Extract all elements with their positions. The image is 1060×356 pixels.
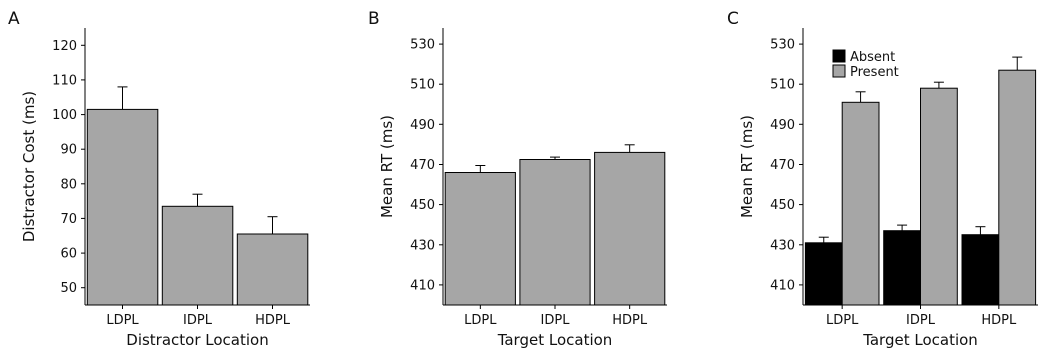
x-tick-label: LDPL	[106, 313, 139, 328]
y-tick-label: 450	[410, 198, 435, 213]
y-axis-title: Distractor Cost (ms)	[20, 91, 38, 242]
x-tick-label: LDPL	[464, 313, 497, 328]
x-tick-label: IDPL	[906, 313, 936, 328]
y-tick-label: 90	[60, 143, 77, 158]
y-tick-label: 110	[52, 73, 77, 88]
bar	[444, 172, 516, 306]
x-tick-label: HDPL	[981, 313, 1017, 328]
x-tick-label: IDPL	[183, 313, 213, 328]
y-tick-label: 510	[770, 78, 795, 93]
x-axis-title: Target Location	[497, 331, 613, 349]
legend-label: Absent	[850, 50, 895, 65]
legend-label: Present	[850, 65, 899, 80]
y-tick-label: 530	[410, 38, 435, 53]
panel-letter: B	[368, 9, 380, 29]
panel-a: A 50 60 70 80 90 100 110 120 LDPL IDPL HDPL Distract…	[8, 9, 310, 349]
legend-swatch	[832, 49, 846, 63]
x-tick-label: HDPL	[255, 313, 291, 328]
bar	[883, 230, 922, 306]
bar	[86, 108, 159, 306]
y-tick-label: 50	[60, 281, 77, 296]
x-axis-title: Distractor Location	[126, 331, 268, 349]
y-tick-label: 80	[60, 177, 77, 192]
y-tick-label: 490	[410, 118, 435, 133]
y-axis-title: Mean RT (ms)	[738, 115, 756, 218]
y-axis-title: Mean RT (ms)	[378, 115, 396, 218]
x-tick-label: LDPL	[826, 313, 859, 328]
bar	[961, 234, 1000, 306]
x-tick-label: HDPL	[612, 313, 648, 328]
x-tick-label: IDPL	[541, 313, 571, 328]
bar	[236, 233, 309, 306]
bar	[841, 101, 880, 306]
bar	[161, 205, 234, 306]
panel-letter: C	[727, 9, 739, 29]
y-tick-label: 470	[770, 158, 795, 173]
y-tick-label: 100	[52, 108, 77, 123]
y-tick-label: 510	[410, 78, 435, 93]
y-tick-label: 60	[60, 247, 77, 262]
bar	[998, 69, 1037, 306]
y-tick-label: 120	[52, 39, 77, 54]
y-tick-label: 410	[410, 278, 435, 293]
y-tick-label: 470	[410, 158, 435, 173]
y-tick-label: 450	[770, 198, 795, 213]
panel-b: B 410 430 450 470 490 510 530 LDPL IDPL HDPL Target…	[368, 9, 667, 349]
y-tick-label: 490	[770, 118, 795, 133]
legend-swatch	[832, 64, 846, 78]
y-tick-label: 410	[770, 278, 795, 293]
y-tick-label: 430	[410, 238, 435, 253]
panel-c: C 410 430 450 470 490 510 530 LDPL IDPL HDPLTarget…	[727, 9, 1038, 349]
x-axis-title: Target Location	[862, 331, 978, 349]
bar	[594, 151, 666, 306]
bar	[804, 242, 843, 306]
bar	[920, 87, 958, 306]
panel-letter: A	[8, 9, 20, 29]
y-tick-label: 530	[770, 38, 795, 53]
y-tick-label: 70	[60, 212, 77, 227]
bar	[519, 159, 591, 306]
y-tick-label: 430	[770, 238, 795, 253]
